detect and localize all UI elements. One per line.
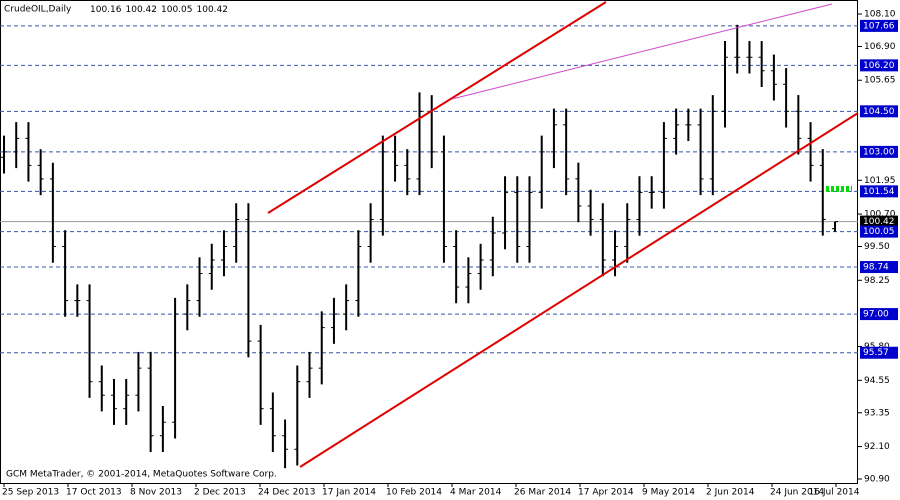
resistance-line (451, 3, 833, 100)
y-tick-label: 105.65 (864, 76, 896, 86)
y-tick-label: 101.95 (864, 176, 896, 186)
channel-lower (299, 112, 859, 468)
y-tick-label: 94.55 (864, 376, 890, 386)
header-close: 100.42 (197, 5, 229, 15)
bars (1, 24, 838, 469)
x-tick-label: 8 Nov 2013 (130, 488, 182, 498)
x-tick-label: 17 Oct 2013 (66, 488, 122, 498)
header-high: 100.42 (126, 5, 158, 15)
y-tick-label: 93.35 (864, 408, 890, 418)
level-box (860, 346, 898, 359)
level-box (860, 261, 898, 274)
level-label: 103.00 (863, 147, 895, 157)
y-tick-label: 98.25 (864, 276, 890, 286)
level-box (860, 145, 898, 158)
levels (0, 25, 858, 354)
level-label: 100.42 (863, 217, 895, 227)
x-tick-label: 16 Jul 2014 (809, 488, 860, 498)
plot-frame (0, 0, 858, 484)
header-open: 100.16 (90, 5, 122, 15)
level-box (860, 225, 898, 238)
level-label: 98.74 (863, 263, 889, 273)
footer: GCM MetaTrader, © 2001-2014, MetaQuotes … (6, 470, 277, 480)
level-box (860, 19, 898, 32)
header-low: 100.05 (161, 5, 193, 15)
x-tick-label: 2 Jun 2014 (706, 488, 755, 498)
level-label: 104.50 (863, 107, 895, 117)
level-label: 107.66 (863, 21, 895, 31)
channel-upper (267, 1, 607, 214)
x-tick-label: 17 Jan 2014 (322, 488, 376, 498)
x-tick-label: 24 Jun 2014 (770, 488, 824, 498)
level-box (860, 105, 898, 118)
y-tick-label: 108.10 (864, 10, 896, 20)
x-tick-label: 17 Apr 2014 (578, 488, 634, 498)
x-tick-label: 24 Dec 2013 (258, 488, 316, 498)
y-tick-label: 106.90 (864, 42, 896, 52)
x-tick-label: 10 Feb 2014 (386, 488, 442, 498)
x-tick-label: 2 Dec 2013 (194, 488, 246, 498)
level-label: 100.05 (863, 227, 895, 237)
level-box (860, 215, 898, 228)
level-label: 106.20 (863, 61, 895, 71)
level-label: 95.57 (863, 348, 889, 358)
level-box (860, 185, 898, 198)
y-tick-label: 90.90 (864, 475, 890, 485)
level-label: 101.54 (863, 187, 895, 197)
trend-lines (267, 1, 859, 468)
y-tick-label: 100.70 (864, 210, 896, 220)
level-box (860, 59, 898, 72)
y-tick-label: 99.50 (864, 242, 890, 252)
chart-title: CrudeOIL,Daily (4, 5, 72, 15)
header-prices: 100.16 100.42 100.05 100.42 (90, 5, 228, 15)
level-box (860, 308, 898, 321)
y-tick-label: 92.10 (864, 442, 890, 452)
axis: 108.10 106.90 105.65 101.95 100.70 99.50 98.25… (2, 10, 898, 498)
x-tick-label: 26 Mar 2014 (514, 488, 571, 498)
x-tick-label: 9 May 2014 (642, 488, 695, 498)
level-label: 97.00 (863, 310, 889, 320)
x-tick-label: 4 Mar 2014 (450, 488, 502, 498)
x-tick-label: 25 Sep 2013 (2, 488, 59, 498)
